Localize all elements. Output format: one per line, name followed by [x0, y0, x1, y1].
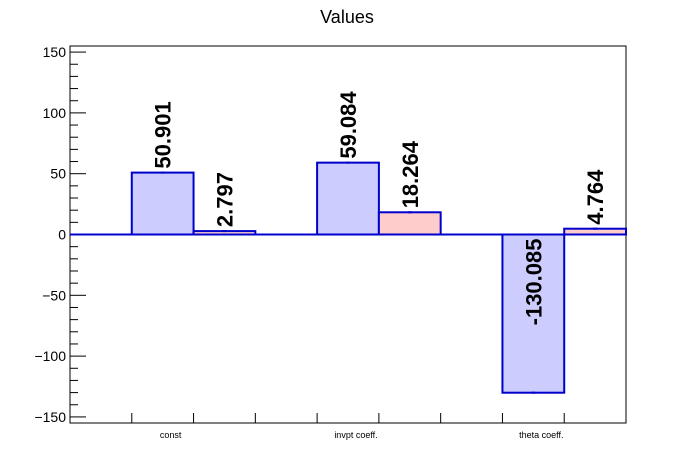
y-tick-label: 0	[58, 227, 66, 243]
bar	[377, 211, 442, 236]
bar-value-label: 4.764	[583, 169, 608, 225]
y-tick-label: 150	[43, 44, 67, 60]
bar-value-label: 59.084	[336, 91, 361, 159]
y-tick-label: −100	[34, 348, 66, 364]
data-labels-layer: 50.901 59.084 -130.085 2.797 18.264 4.764	[151, 91, 608, 326]
y-axis: −150 −100 −50 0 50 100 150	[34, 44, 86, 425]
bar	[316, 161, 380, 236]
x-category-label: const	[160, 430, 182, 440]
x-category-label: invpt coeff.	[334, 430, 377, 440]
bar-value-label: 50.901	[151, 101, 176, 168]
bars-layer	[70, 161, 628, 394]
bar-value-label: -130.085	[521, 239, 546, 326]
y-tick-label: 100	[43, 105, 67, 121]
bar-value-label: 2.797	[212, 172, 237, 227]
y-tick-label: −150	[34, 409, 66, 425]
bar-value-label: 18.264	[398, 140, 423, 208]
chart-title: Values	[320, 7, 374, 27]
y-tick-label: −50	[42, 287, 66, 303]
bar	[130, 171, 195, 236]
x-category-label: theta coeff.	[519, 430, 563, 440]
bar	[501, 233, 566, 394]
y-tick-label: 50	[50, 166, 66, 182]
x-axis: const invpt coeff. theta coeff.	[69, 413, 627, 440]
